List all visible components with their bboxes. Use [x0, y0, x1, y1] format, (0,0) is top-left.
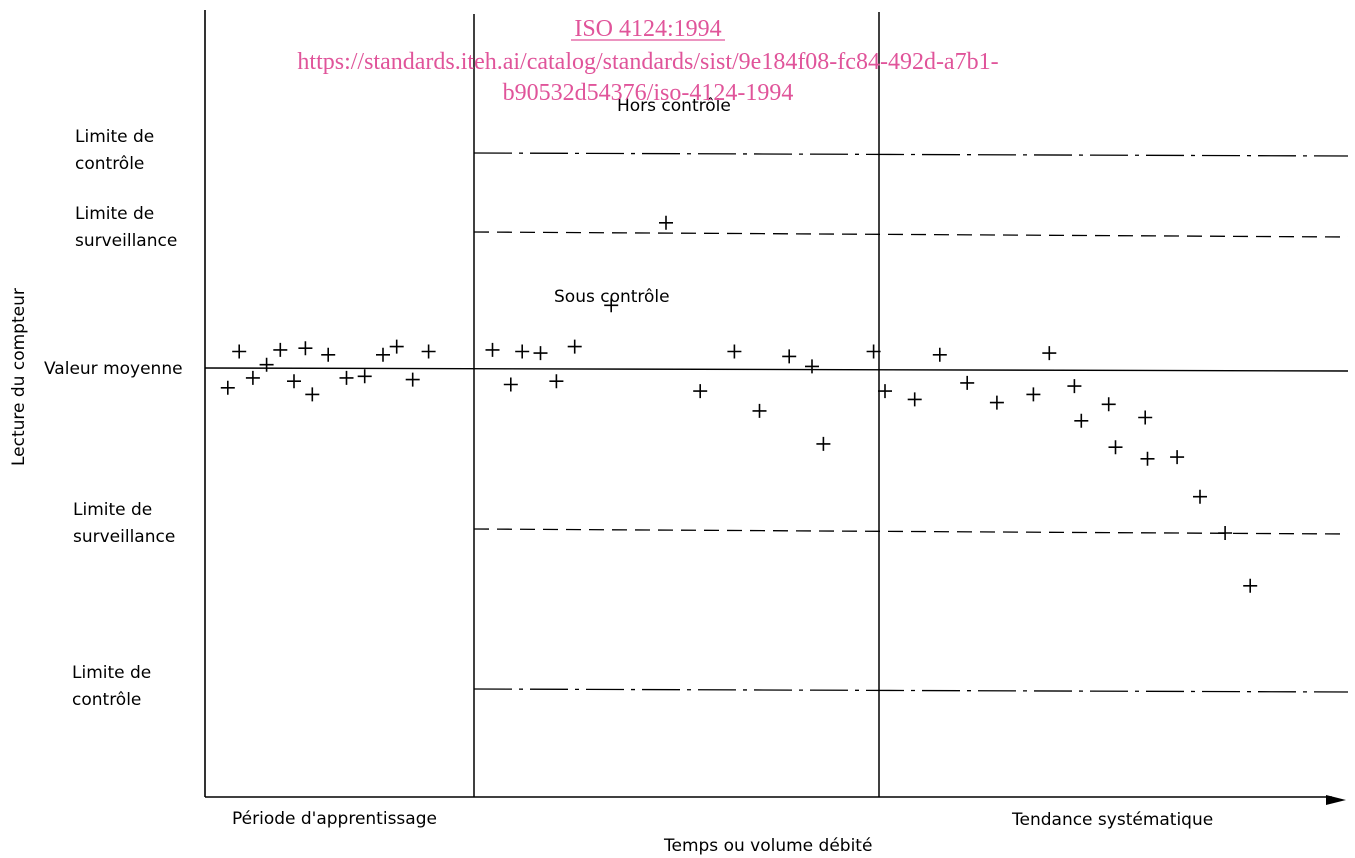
lower-control-label-line2: contrôle [72, 690, 141, 710]
data-point-s3-15 [1170, 450, 1185, 465]
data-point-s3-14 [1140, 451, 1155, 466]
data-point-s2-7 [604, 298, 619, 313]
data-point-s3-5 [960, 375, 975, 390]
data-point-s1-13 [389, 339, 404, 354]
data-markers [220, 215, 1258, 593]
data-point-s2-14 [816, 436, 831, 451]
lower-watch-label-line1: Limite de [73, 500, 152, 520]
data-point-s3-7 [1026, 387, 1041, 402]
watermark-line1: ISO 4124:1994 [574, 16, 721, 42]
data-point-s1-12 [376, 347, 390, 362]
lower-watch-label-line2: surveillance [73, 527, 175, 547]
data-point-s3-13 [1138, 410, 1153, 425]
data-point-s2-6 [567, 339, 582, 354]
data-point-s2-4 [533, 346, 548, 361]
data-point-s2-12 [782, 349, 797, 364]
upper-watch-label-line1: Limite de [75, 204, 154, 224]
lower-control-label-line1: Limite de [72, 663, 151, 683]
data-point-s2-13 [805, 359, 819, 374]
data-point-s1-5 [273, 342, 288, 357]
x-axis-arrowhead [1326, 795, 1346, 805]
data-point-s1-2 [232, 344, 247, 359]
data-point-s3-18 [1243, 578, 1258, 593]
upper-control-label-line1: Limite de [75, 127, 154, 147]
data-point-s1-11 [357, 369, 372, 384]
mean-label: Valeur moyenne [44, 359, 183, 379]
data-point-s3-3 [907, 392, 922, 407]
period-learning-label: Période d'apprentissage [232, 809, 437, 829]
watermark-line2: https://standards.iteh.ai/catalog/standa… [297, 49, 998, 75]
data-point-s2-1 [485, 342, 500, 357]
data-point-s1-8 [305, 387, 320, 402]
data-point-s2-2 [503, 377, 518, 392]
data-point-s3-4 [932, 347, 947, 362]
in-control-annotation: Sous contrôle [554, 287, 670, 307]
data-point-s3-12 [1108, 440, 1123, 455]
upper-control-label-line2: contrôle [75, 154, 144, 174]
out-of-control-annotation: Hors contrôle [617, 96, 731, 116]
data-point-s1-7 [298, 341, 313, 356]
x-axis-title: Temps ou volume débité [663, 836, 872, 856]
data-point-s1-6 [287, 374, 301, 389]
data-point-s3-8 [1042, 346, 1057, 361]
upper-watch-limit-line [473, 231, 1349, 238]
data-point-s1-4 [259, 357, 274, 372]
data-point-s3-6 [989, 395, 1004, 410]
data-point-s2-10 [727, 344, 742, 359]
y-axis-title: Lecture du compteur [9, 288, 29, 466]
data-point-s1-10 [339, 370, 354, 385]
data-point-s1-3 [245, 370, 260, 385]
data-point-s2-5 [549, 374, 564, 389]
data-point-s3-16 [1193, 489, 1207, 504]
data-point-s3-2 [878, 384, 892, 399]
data-point-s2-9 [693, 384, 708, 399]
lower-watch-limit-line [473, 528, 1349, 535]
data-point-s3-17 [1218, 526, 1233, 540]
watermark-line3: b90532d54376/iso-4124-1994 [503, 80, 794, 106]
data-point-s1-1 [220, 380, 235, 395]
data-point-s2-3 [515, 344, 530, 359]
data-point-s1-9 [321, 347, 336, 362]
period-trend-label: Tendance systématique [1011, 810, 1213, 830]
data-point-s2-11 [752, 403, 767, 418]
watermark: ISO 4124:1994 https://standards.iteh.ai/… [297, 16, 998, 106]
data-point-s3-11 [1101, 397, 1116, 412]
mean-line [204, 367, 1349, 372]
data-point-s1-14 [405, 372, 420, 387]
data-point-s3-9 [1067, 379, 1082, 394]
data-point-s1-15 [421, 344, 436, 359]
data-point-s3-1 [866, 344, 881, 359]
data-point-s3-10 [1074, 413, 1089, 428]
upper-control-limit-line [473, 152, 1349, 157]
lower-control-limit-line [473, 688, 1349, 693]
data-point-s2-8 [659, 215, 673, 230]
upper-watch-label-line2: surveillance [75, 231, 177, 251]
